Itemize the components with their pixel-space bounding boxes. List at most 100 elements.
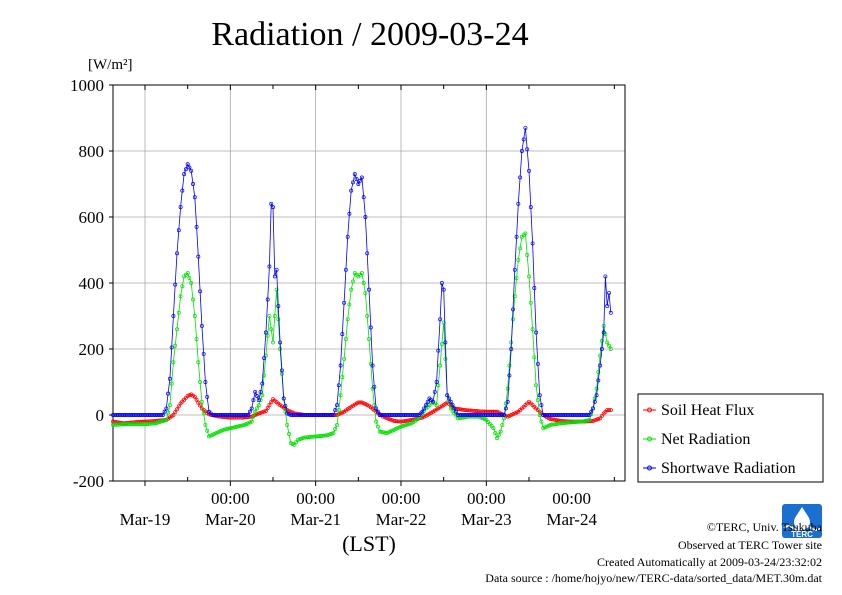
data-point: [479, 413, 483, 417]
data-point: [265, 406, 270, 411]
data-point: [548, 422, 553, 427]
data-point: [406, 418, 411, 423]
data-point: [395, 413, 400, 417]
data-point: [253, 389, 258, 394]
data-point: [308, 413, 313, 417]
data-point: [503, 406, 508, 411]
data-point: [226, 426, 231, 431]
data-point: [219, 428, 224, 433]
data-point: [530, 241, 535, 246]
data-point: [127, 413, 131, 417]
data-point: [139, 422, 144, 427]
data-point: [468, 413, 473, 417]
data-point: [505, 399, 510, 404]
data-point: [178, 205, 183, 210]
x-date-label: Mar-23: [461, 510, 512, 529]
data-point: [345, 234, 350, 239]
data-point: [315, 434, 320, 439]
data-point: [167, 403, 172, 408]
data-point: [287, 432, 291, 436]
data-point: [548, 417, 553, 421]
data-point: [521, 137, 526, 142]
data-point: [221, 413, 226, 417]
data-point: [402, 423, 407, 428]
data-point: [255, 394, 259, 398]
data-point: [361, 195, 366, 200]
data-point: [271, 205, 275, 210]
data-point: [575, 413, 579, 417]
data-point: [167, 376, 172, 381]
data-point: [180, 284, 185, 289]
data-point: [491, 413, 496, 417]
data-point: [493, 431, 498, 436]
data-point: [363, 290, 368, 295]
data-point: [162, 418, 167, 423]
data-point: [370, 363, 375, 368]
data-point: [605, 340, 610, 345]
data-point: [573, 420, 578, 424]
data-point: [402, 419, 407, 424]
data-point: [509, 413, 514, 417]
data-point: [221, 427, 226, 432]
footer-created: Created Automatically at 2009-03-24/23:3…: [597, 555, 822, 569]
data-point: [329, 413, 334, 417]
data-point: [479, 415, 483, 420]
data-point: [599, 413, 604, 418]
data-point: [363, 402, 368, 407]
data-point: [187, 393, 192, 398]
y-axis: -200 0 200 400 600 800 1000: [70, 76, 113, 491]
data-point: [381, 413, 386, 417]
data-point: [351, 279, 355, 284]
data-point: [436, 348, 441, 353]
data-point: [404, 422, 409, 427]
data-point: [276, 304, 281, 309]
data-point: [575, 419, 579, 424]
data-point: [285, 422, 290, 427]
data-point: [580, 413, 585, 417]
data-point: [354, 177, 359, 182]
data-point: [493, 413, 498, 417]
data-point: [383, 415, 387, 420]
data-point: [596, 417, 601, 421]
data-point: [228, 415, 233, 420]
data-point: [381, 430, 386, 435]
x-axis: 00:00 00:00 00:00 00:00 00:00 Mar-19 Mar-20 Mar…: [120, 85, 615, 529]
data-point: [406, 413, 411, 417]
data-point: [516, 201, 521, 206]
data-point: [591, 406, 595, 411]
data-point: [553, 422, 558, 427]
data-point: [208, 433, 213, 438]
data-point: [388, 413, 393, 417]
data-point: [496, 432, 501, 437]
data-point: [336, 383, 341, 388]
data-point: [111, 422, 115, 427]
data-point: [594, 393, 599, 398]
x-date-label: Mar-19: [120, 510, 171, 529]
data-point: [468, 408, 473, 413]
data-point: [207, 434, 211, 439]
data-point: [169, 345, 174, 350]
data-point: [455, 406, 460, 411]
data-point: [463, 413, 467, 417]
data-point: [571, 413, 576, 417]
series-line: [112, 394, 611, 424]
data-point: [116, 413, 121, 417]
data-point: [326, 413, 331, 417]
data-point: [390, 428, 395, 433]
data-point: [537, 393, 542, 398]
data-point: [173, 343, 178, 348]
data-point: [199, 399, 204, 404]
data-point: [495, 436, 499, 441]
data-point: [303, 413, 307, 417]
data-point: [235, 415, 240, 420]
data-point: [269, 327, 274, 332]
data-point: [322, 433, 327, 438]
data-point: [191, 182, 195, 186]
data-point: [255, 406, 259, 411]
data-point: [578, 419, 583, 424]
series-line: [113, 127, 612, 416]
data-point: [505, 386, 510, 391]
data-point: [598, 353, 603, 358]
data-point: [500, 422, 505, 427]
data-point: [194, 397, 199, 402]
